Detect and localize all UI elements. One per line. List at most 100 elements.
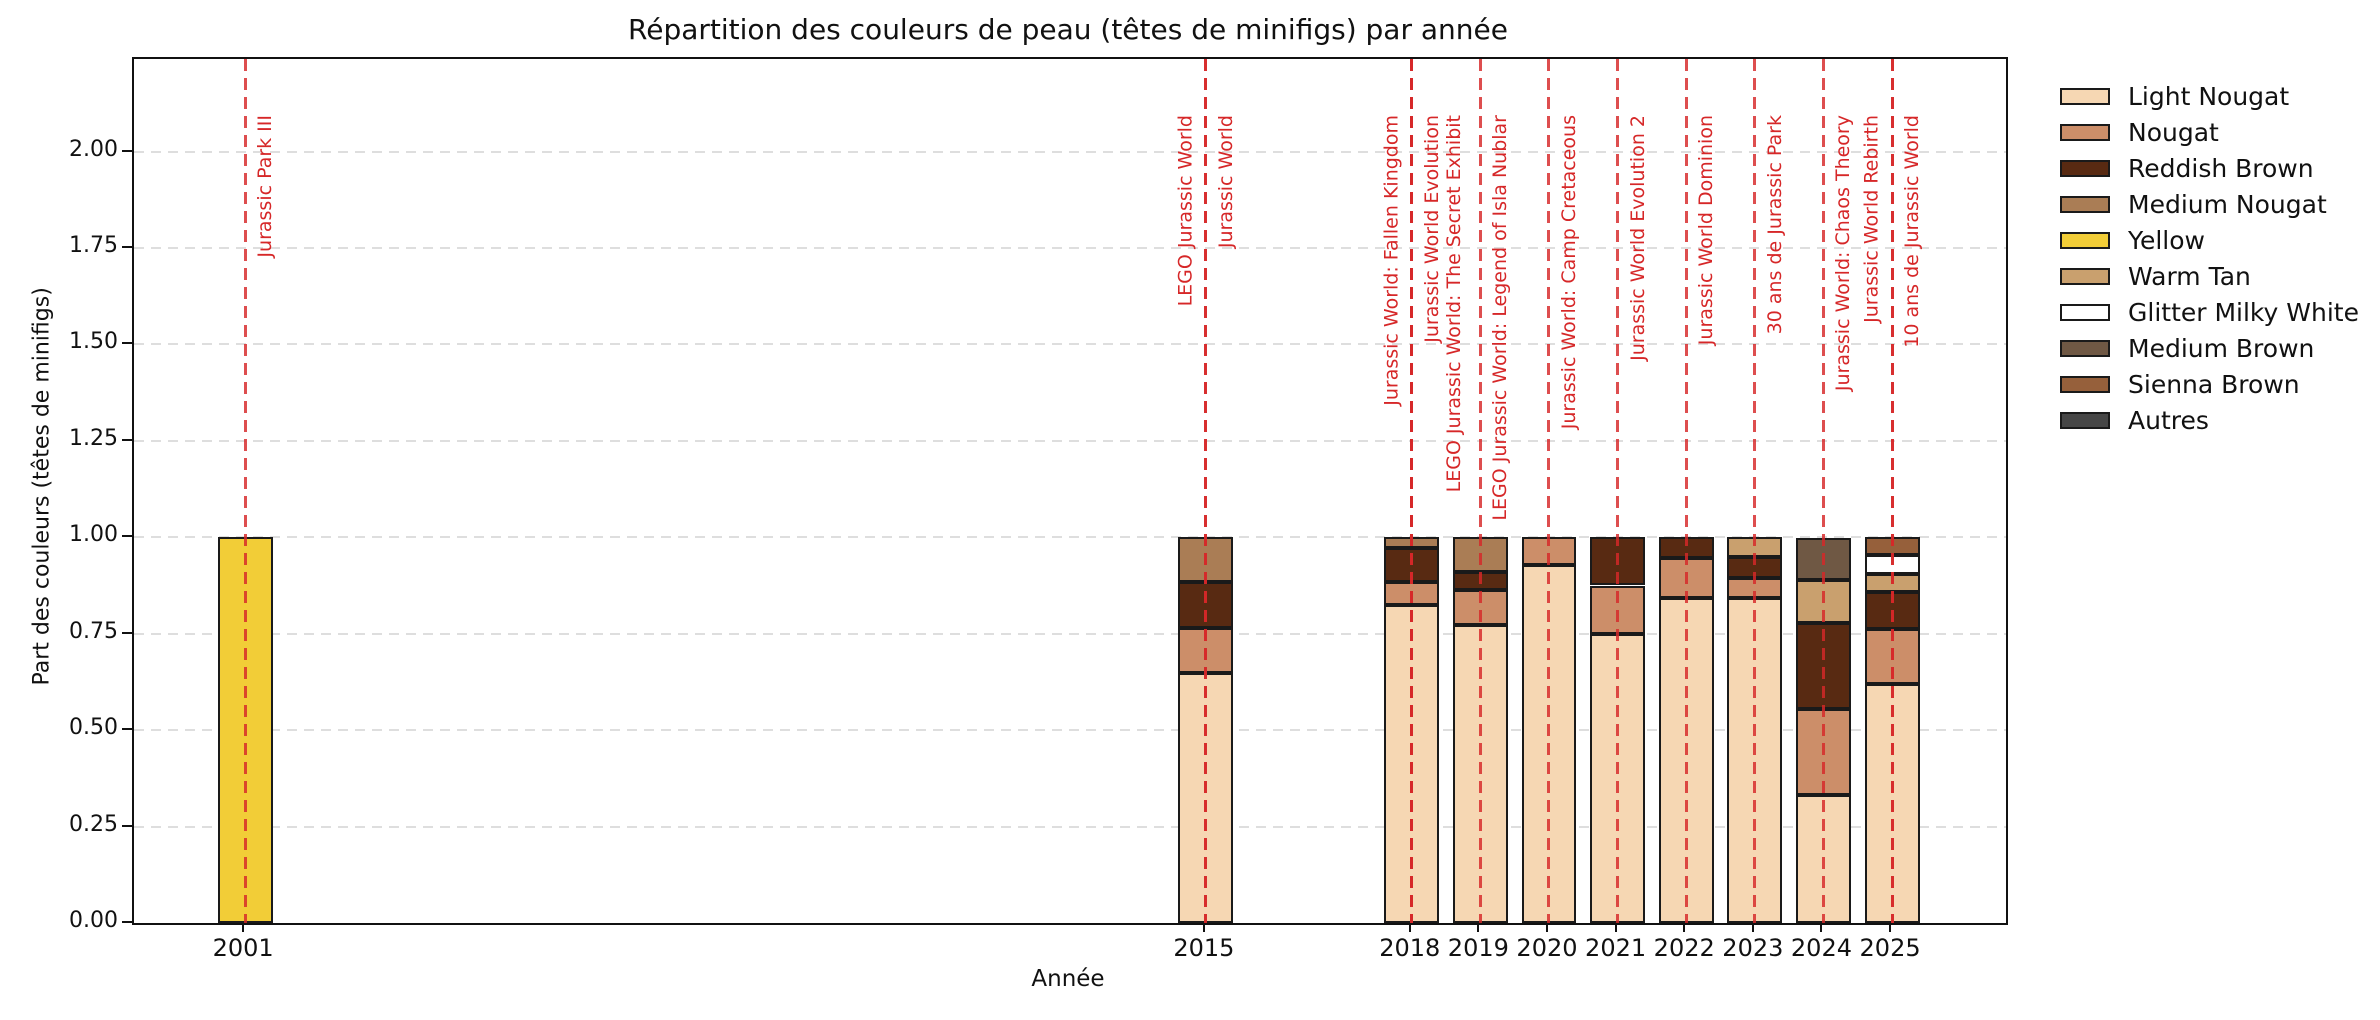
y-tick-mark-0.25: [122, 824, 132, 827]
gridline-1.00: [134, 536, 2006, 539]
y-tick-mark-1.50: [122, 342, 132, 345]
legend-label: Reddish Brown: [2128, 153, 2314, 183]
y-tick-label-1.75: 1.75: [69, 233, 118, 258]
legend-swatch-sienna-brown: [2060, 375, 2110, 393]
x-tick-mark-2022: [1683, 923, 1686, 932]
event-annotation: LEGO Jurassic World: The Secret Exhibit: [1442, 115, 1465, 493]
y-tick-mark-1.00: [122, 535, 132, 538]
legend-item-warm-tan: Warm Tan: [2060, 258, 2359, 294]
plot-area: Jurassic Park III LEGO Jurassic World Jura…: [132, 57, 2008, 925]
legend-item-reddish-brown: Reddish Brown: [2060, 150, 2359, 186]
legend-item-light-nougat: Light Nougat: [2060, 78, 2359, 114]
legend-item-medium-nougat: Medium Nougat: [2060, 186, 2359, 222]
event-line-2023: [1753, 59, 1757, 923]
gridline-1.25: [134, 439, 2006, 442]
event-line-2025: [1890, 59, 1894, 923]
event-annotation: 30 ans de Jurassic Park: [1763, 115, 1786, 335]
event-line-2022: [1684, 59, 1688, 923]
event-line-2018: [1410, 59, 1414, 923]
y-tick-mark-1.25: [122, 438, 132, 441]
x-tick-mark-2015: [1202, 923, 1205, 932]
x-tick-label-2021: 2021: [1585, 934, 1647, 962]
y-tick-label-0.75: 0.75: [69, 618, 118, 644]
y-tick-label-1.25: 1.25: [69, 425, 118, 451]
legend: Light Nougat Nougat Reddish Brown Medium No…: [2060, 78, 2359, 438]
event-annotation: 10 ans de Jurassic World: [1901, 115, 1924, 348]
legend-label: Light Nougat: [2128, 81, 2290, 111]
legend-item-glitter-milky-white: Glitter Milky White: [2060, 294, 2359, 330]
legend-label: Glitter Milky White: [2128, 297, 2359, 327]
legend-swatch-nougat: [2060, 123, 2110, 141]
legend-item-yellow: Yellow: [2060, 222, 2359, 258]
event-line-2001: [243, 59, 247, 923]
event-annotation: LEGO Jurassic World: Legend of Isla Nubl…: [1489, 115, 1512, 521]
event-line-2020: [1547, 59, 1551, 923]
x-axis-label: Année: [1031, 966, 1105, 992]
legend-swatch-yellow: [2060, 231, 2110, 249]
y-tick-mark-1.75: [122, 246, 132, 248]
legend-item-sienna-brown: Sienna Brown: [2060, 366, 2359, 402]
legend-swatch-light-nougat: [2060, 87, 2110, 105]
legend-label: Nougat: [2128, 117, 2219, 147]
x-tick-label-2019: 2019: [1447, 934, 1509, 962]
event-annotation: LEGO Jurassic World: [1174, 115, 1197, 307]
x-tick-mark-2018: [1408, 923, 1411, 932]
legend-item-medium-brown: Medium Brown: [2060, 330, 2359, 366]
legend-swatch-autres: [2060, 411, 2110, 429]
event-annotation: Jurassic World: Fallen Kingdom: [1379, 115, 1402, 406]
gridline-1.75: [134, 247, 2006, 249]
legend-label: Autres: [2128, 405, 2209, 435]
y-tick-mark-2.00: [122, 149, 132, 152]
x-tick-mark-2025: [1889, 923, 1892, 932]
gridline-0.75: [134, 632, 2006, 635]
event-line-2015: [1204, 59, 1208, 923]
gridline-2.00: [134, 150, 2006, 153]
x-tick-label-2015: 2015: [1173, 934, 1235, 962]
y-tick-label-0.50: 0.50: [69, 715, 118, 741]
legend-swatch-reddish-brown: [2060, 159, 2110, 177]
legend-label: Yellow: [2128, 225, 2205, 255]
event-annotation: Jurassic World Dominion: [1695, 115, 1718, 346]
gridline-0.25: [134, 825, 2006, 828]
event-annotation: Jurassic World Evolution: [1420, 115, 1443, 343]
event-annotation: Jurassic World: [1214, 115, 1237, 249]
x-tick-label-2025: 2025: [1859, 934, 1921, 962]
legend-swatch-warm-tan: [2060, 267, 2110, 285]
event-annotation: Jurassic Park III: [254, 115, 277, 258]
legend-label: Medium Nougat: [2128, 189, 2327, 219]
x-tick-label-2001: 2001: [212, 934, 274, 962]
legend-swatch-medium-brown: [2060, 339, 2110, 357]
x-tick-label-2020: 2020: [1516, 934, 1578, 962]
legend-label: Medium Brown: [2128, 333, 2315, 363]
legend-swatch-glitter-milky-white: [2060, 303, 2110, 321]
x-tick-label-2023: 2023: [1722, 934, 1784, 962]
y-tick-mark-0.50: [122, 728, 132, 731]
event-line-2024: [1821, 59, 1825, 923]
x-tick-label-2018: 2018: [1379, 934, 1441, 962]
event-annotation: Jurassic World Evolution 2: [1626, 115, 1649, 361]
x-tick-mark-2021: [1614, 923, 1617, 932]
y-tick-label-0.00: 0.00: [69, 908, 118, 933]
event-line-2019: [1478, 59, 1482, 923]
y-tick-label-0.25: 0.25: [69, 811, 118, 837]
y-tick-mark-0.00: [122, 921, 132, 923]
chart-title: Répartition des couleurs de peau (têtes …: [628, 13, 1508, 46]
y-tick-label-1.00: 1.00: [69, 522, 118, 548]
y-tick-mark-0.75: [122, 631, 132, 634]
legend-item-autres: Autres: [2060, 402, 2359, 438]
legend-label: Sienna Brown: [2128, 369, 2300, 399]
x-tick-mark-2024: [1820, 923, 1823, 932]
x-tick-mark-2001: [242, 923, 245, 932]
y-tick-label-1.50: 1.50: [69, 329, 118, 355]
gridline-1.50: [134, 343, 2006, 346]
y-tick-label-2.00: 2.00: [69, 136, 118, 162]
legend-label: Warm Tan: [2128, 261, 2251, 291]
event-annotation: Jurassic World: Camp Cretaceous: [1557, 115, 1580, 430]
event-annotation: Jurassic World: Chaos Theory: [1832, 115, 1855, 392]
x-tick-mark-2023: [1751, 923, 1754, 932]
x-tick-mark-2020: [1545, 923, 1548, 932]
legend-swatch-medium-nougat: [2060, 195, 2110, 213]
x-tick-label-2022: 2022: [1653, 934, 1715, 962]
x-tick-label-2024: 2024: [1790, 934, 1852, 962]
